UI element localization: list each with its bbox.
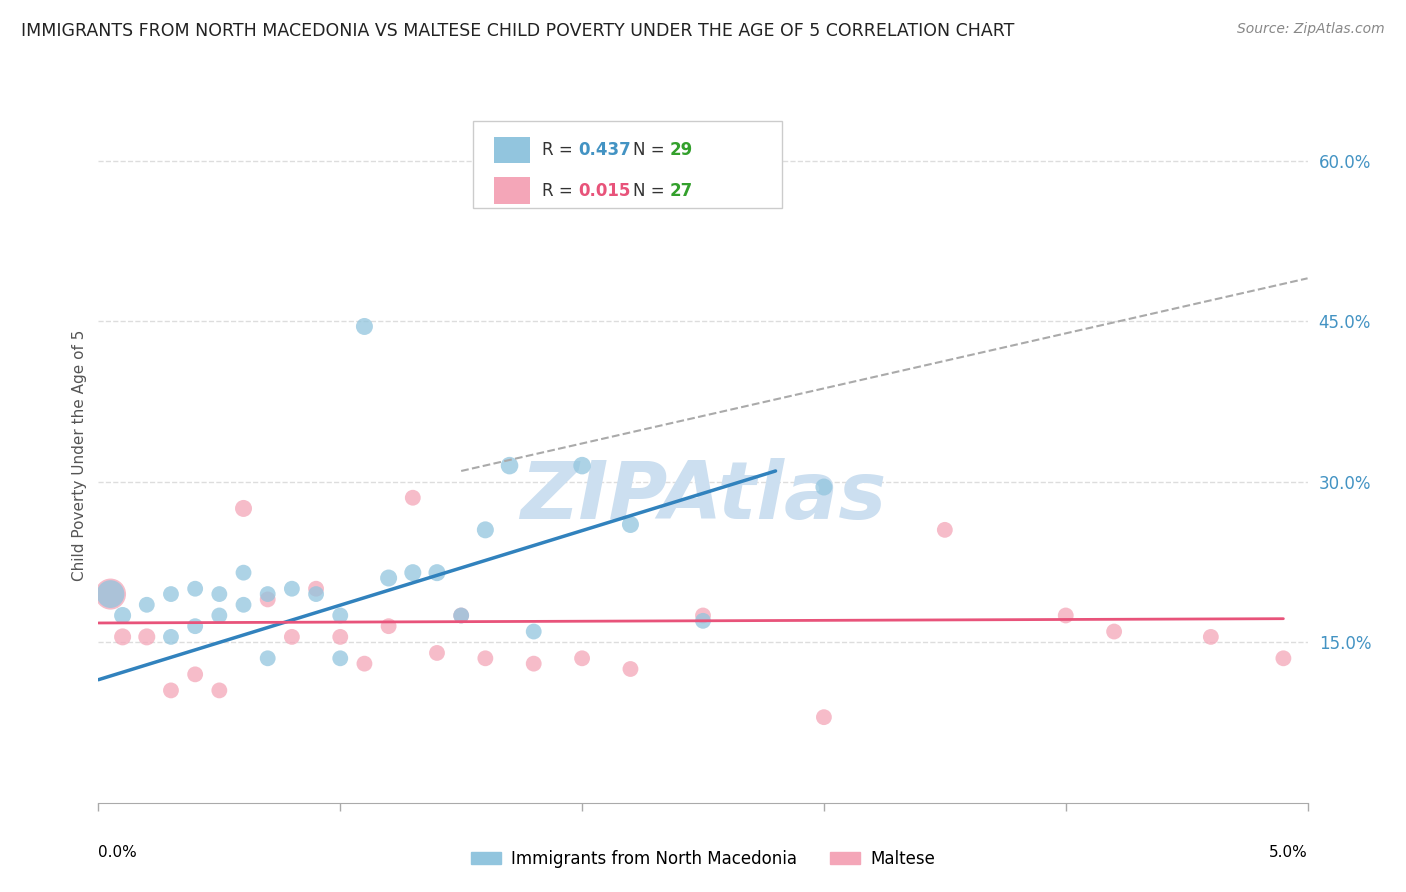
Point bbox=[256, 592, 278, 607]
Point bbox=[160, 587, 183, 601]
Point bbox=[692, 614, 714, 628]
Text: 0.437: 0.437 bbox=[578, 141, 631, 159]
Point bbox=[402, 566, 425, 580]
Text: N =: N = bbox=[633, 182, 669, 200]
Point bbox=[377, 571, 399, 585]
Text: R =: R = bbox=[543, 182, 578, 200]
Point bbox=[256, 651, 278, 665]
Point bbox=[474, 651, 496, 665]
Point bbox=[619, 517, 641, 532]
Text: ZIPAtlas: ZIPAtlas bbox=[520, 458, 886, 536]
Point bbox=[523, 624, 546, 639]
Point bbox=[111, 630, 134, 644]
Point bbox=[256, 587, 278, 601]
FancyBboxPatch shape bbox=[494, 137, 530, 163]
Point bbox=[426, 646, 449, 660]
Point bbox=[100, 587, 122, 601]
Point bbox=[498, 458, 520, 473]
Point bbox=[353, 657, 375, 671]
Text: 0.0%: 0.0% bbox=[98, 845, 138, 860]
Point bbox=[184, 667, 207, 681]
Point bbox=[232, 598, 254, 612]
Point bbox=[813, 710, 835, 724]
Point bbox=[619, 662, 641, 676]
Point bbox=[571, 458, 593, 473]
Point bbox=[474, 523, 496, 537]
Legend: Immigrants from North Macedonia, Maltese: Immigrants from North Macedonia, Maltese bbox=[464, 843, 942, 874]
FancyBboxPatch shape bbox=[494, 178, 530, 203]
Point bbox=[281, 582, 304, 596]
Point bbox=[135, 630, 157, 644]
Point bbox=[450, 608, 472, 623]
Point bbox=[160, 630, 183, 644]
Point bbox=[692, 608, 714, 623]
Point bbox=[232, 566, 254, 580]
Point bbox=[1199, 630, 1222, 644]
Point bbox=[1102, 624, 1125, 639]
Point bbox=[353, 319, 375, 334]
Point bbox=[184, 619, 207, 633]
Point bbox=[208, 587, 231, 601]
Point bbox=[184, 582, 207, 596]
Text: Source: ZipAtlas.com: Source: ZipAtlas.com bbox=[1237, 22, 1385, 37]
Point bbox=[160, 683, 183, 698]
Text: N =: N = bbox=[633, 141, 669, 159]
Point bbox=[934, 523, 956, 537]
Text: 29: 29 bbox=[669, 141, 692, 159]
Point bbox=[329, 630, 352, 644]
Point bbox=[1272, 651, 1295, 665]
Point bbox=[450, 608, 472, 623]
Point bbox=[377, 619, 399, 633]
Point bbox=[426, 566, 449, 580]
Point bbox=[305, 582, 328, 596]
Text: 0.015: 0.015 bbox=[578, 182, 631, 200]
Point bbox=[523, 657, 546, 671]
Point bbox=[208, 683, 231, 698]
Point bbox=[281, 630, 304, 644]
FancyBboxPatch shape bbox=[474, 121, 782, 208]
Point bbox=[329, 608, 352, 623]
Point bbox=[329, 651, 352, 665]
Point bbox=[208, 608, 231, 623]
Text: 5.0%: 5.0% bbox=[1268, 845, 1308, 860]
Text: R =: R = bbox=[543, 141, 578, 159]
Point bbox=[813, 480, 835, 494]
Text: 27: 27 bbox=[669, 182, 692, 200]
Point bbox=[111, 608, 134, 623]
Point bbox=[571, 651, 593, 665]
Y-axis label: Child Poverty Under the Age of 5: Child Poverty Under the Age of 5 bbox=[72, 329, 87, 581]
Point bbox=[1054, 608, 1077, 623]
Point bbox=[232, 501, 254, 516]
Point bbox=[402, 491, 425, 505]
Point bbox=[100, 587, 122, 601]
Point bbox=[305, 587, 328, 601]
Text: IMMIGRANTS FROM NORTH MACEDONIA VS MALTESE CHILD POVERTY UNDER THE AGE OF 5 CORR: IMMIGRANTS FROM NORTH MACEDONIA VS MALTE… bbox=[21, 22, 1015, 40]
Point bbox=[135, 598, 157, 612]
